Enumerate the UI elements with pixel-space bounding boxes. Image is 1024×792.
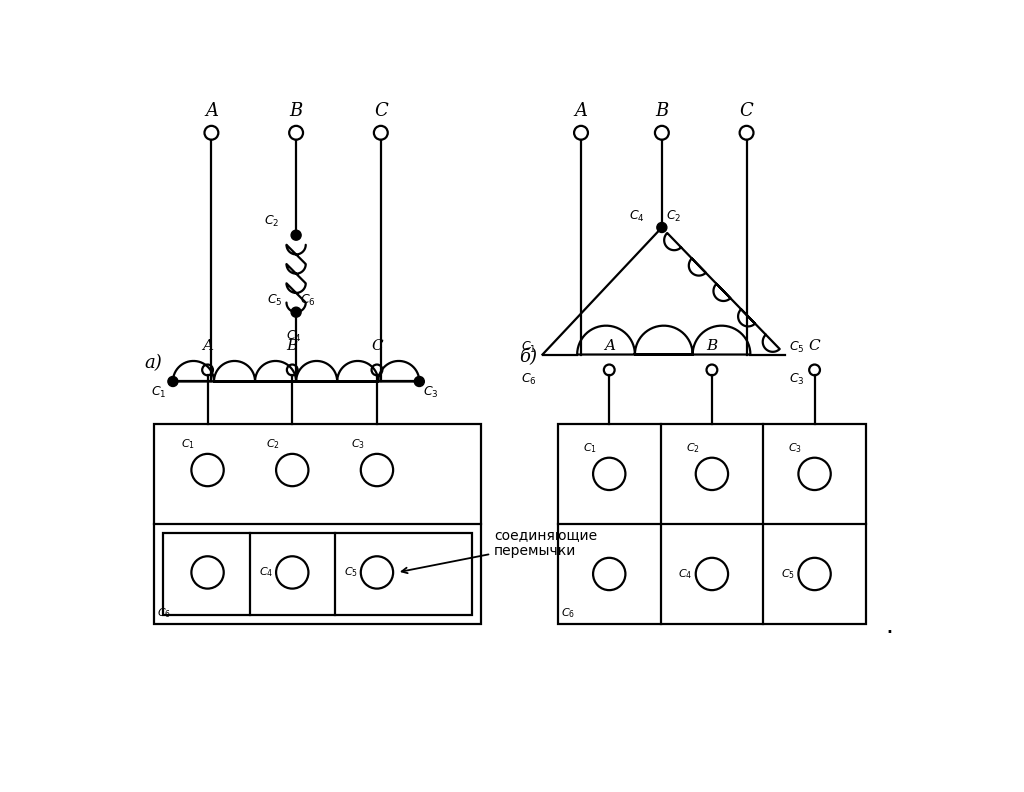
- Text: $C_3$: $C_3$: [350, 437, 365, 451]
- Text: $C_5$: $C_5$: [266, 293, 283, 308]
- Circle shape: [656, 223, 667, 233]
- Text: $C_2$: $C_2$: [686, 441, 699, 455]
- Text: $C_2$: $C_2$: [264, 214, 280, 229]
- Text: а): а): [144, 355, 162, 372]
- Text: .: .: [885, 615, 893, 638]
- Text: $C_1$: $C_1$: [181, 437, 196, 451]
- Text: $C_4$: $C_4$: [629, 208, 645, 223]
- Text: $C_6$: $C_6$: [300, 293, 315, 308]
- Text: C: C: [739, 101, 754, 120]
- Text: $C_4$: $C_4$: [678, 567, 692, 581]
- Text: $C_6$: $C_6$: [520, 371, 537, 386]
- Text: C: C: [371, 339, 383, 353]
- Text: A: A: [604, 339, 614, 353]
- Text: соединяющие
перемычки: соединяющие перемычки: [401, 528, 597, 573]
- Circle shape: [291, 307, 301, 317]
- Text: B: B: [290, 101, 303, 120]
- Text: $C_3$: $C_3$: [788, 441, 803, 455]
- Text: A: A: [202, 339, 213, 353]
- Text: $C_3$: $C_3$: [423, 386, 438, 401]
- Text: $C_1$: $C_1$: [583, 441, 597, 455]
- Text: $C_1$: $C_1$: [521, 340, 537, 355]
- Text: B: B: [287, 339, 298, 353]
- Text: $C_5$: $C_5$: [344, 565, 357, 579]
- Circle shape: [168, 376, 178, 386]
- Text: C: C: [809, 339, 820, 353]
- Text: $C_1$: $C_1$: [152, 386, 167, 401]
- Text: A: A: [574, 101, 588, 120]
- Text: $C_5$: $C_5$: [788, 340, 805, 355]
- Text: B: B: [707, 339, 718, 353]
- Text: $C_5$: $C_5$: [781, 567, 796, 581]
- Bar: [558, 424, 866, 624]
- Text: $C_2$: $C_2$: [666, 208, 681, 223]
- Text: B: B: [655, 101, 669, 120]
- Text: A: A: [205, 101, 218, 120]
- Text: $C_2$: $C_2$: [266, 437, 280, 451]
- Circle shape: [415, 376, 424, 386]
- Text: $C_4$: $C_4$: [259, 565, 273, 579]
- Bar: [154, 424, 481, 624]
- Bar: [163, 533, 472, 615]
- Text: $C_6$: $C_6$: [561, 607, 575, 620]
- Text: $C_4$: $C_4$: [286, 329, 302, 345]
- Text: $C_3$: $C_3$: [788, 371, 805, 386]
- Text: $C_6$: $C_6$: [157, 607, 171, 620]
- Text: C: C: [374, 101, 388, 120]
- Text: б): б): [519, 347, 538, 365]
- Circle shape: [291, 230, 301, 240]
